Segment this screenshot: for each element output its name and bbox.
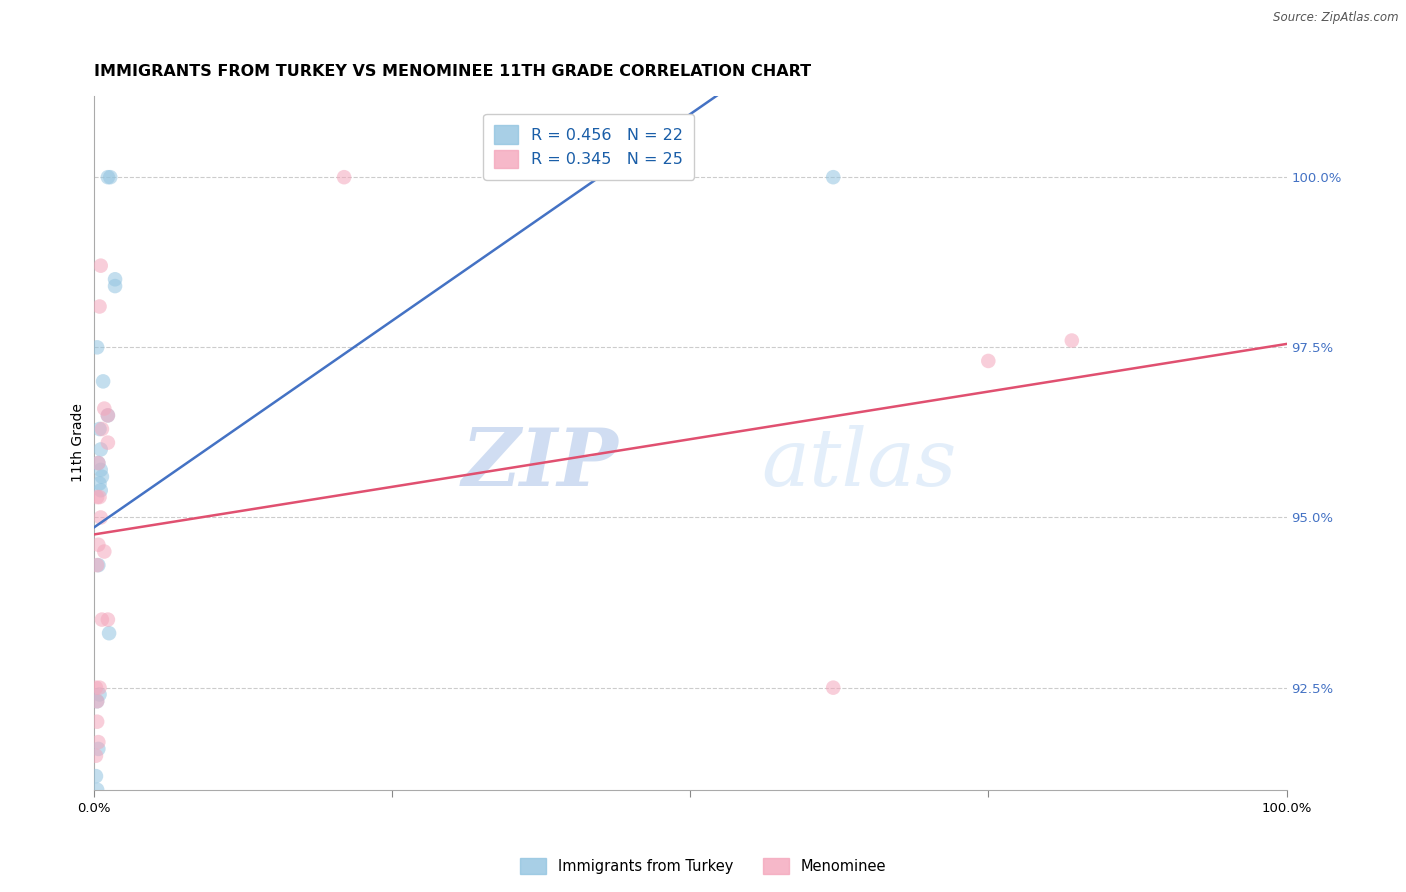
Point xyxy=(90,422,112,436)
Point xyxy=(86,558,108,573)
Point xyxy=(89,300,111,314)
Point xyxy=(97,409,120,423)
Point xyxy=(89,422,111,436)
Point xyxy=(89,490,111,504)
Point xyxy=(97,170,120,185)
Point xyxy=(86,340,108,354)
Point xyxy=(1060,334,1083,348)
Point xyxy=(977,354,1000,368)
Point xyxy=(90,613,112,627)
Point xyxy=(90,510,112,524)
Point xyxy=(333,170,356,185)
Point xyxy=(87,735,110,749)
Point xyxy=(84,748,107,763)
Point xyxy=(90,442,112,457)
Legend: R = 0.456   N = 22, R = 0.345   N = 25: R = 0.456 N = 22, R = 0.345 N = 25 xyxy=(484,114,695,179)
Point xyxy=(89,476,111,491)
Point xyxy=(93,401,115,416)
Point xyxy=(84,769,107,783)
Point xyxy=(823,681,845,695)
Point xyxy=(98,170,121,185)
Point xyxy=(93,544,115,558)
Point xyxy=(104,272,127,286)
Text: atlas: atlas xyxy=(762,425,957,502)
Point xyxy=(86,782,108,797)
Point xyxy=(84,681,107,695)
Point xyxy=(90,469,112,483)
Text: IMMIGRANTS FROM TURKEY VS MENOMINEE 11TH GRADE CORRELATION CHART: IMMIGRANTS FROM TURKEY VS MENOMINEE 11TH… xyxy=(94,64,811,79)
Point xyxy=(87,538,110,552)
Point xyxy=(86,694,108,708)
Point xyxy=(86,694,108,708)
Point xyxy=(87,558,110,573)
Point xyxy=(87,742,110,756)
Point xyxy=(97,613,120,627)
Y-axis label: 11th Grade: 11th Grade xyxy=(72,403,86,482)
Point xyxy=(86,490,108,504)
Point xyxy=(97,435,120,450)
Point xyxy=(87,456,110,470)
Point xyxy=(97,409,120,423)
Point xyxy=(87,456,110,470)
Legend: Immigrants from Turkey, Menominee: Immigrants from Turkey, Menominee xyxy=(515,852,891,880)
Point xyxy=(90,463,112,477)
Point xyxy=(104,279,127,293)
Text: Source: ZipAtlas.com: Source: ZipAtlas.com xyxy=(1274,11,1399,24)
Point xyxy=(89,681,111,695)
Point xyxy=(86,714,108,729)
Point xyxy=(89,688,111,702)
Point xyxy=(90,483,112,498)
Point xyxy=(91,375,114,389)
Point xyxy=(823,170,845,185)
Text: ZIP: ZIP xyxy=(461,425,619,502)
Point xyxy=(90,259,112,273)
Point xyxy=(98,626,121,640)
